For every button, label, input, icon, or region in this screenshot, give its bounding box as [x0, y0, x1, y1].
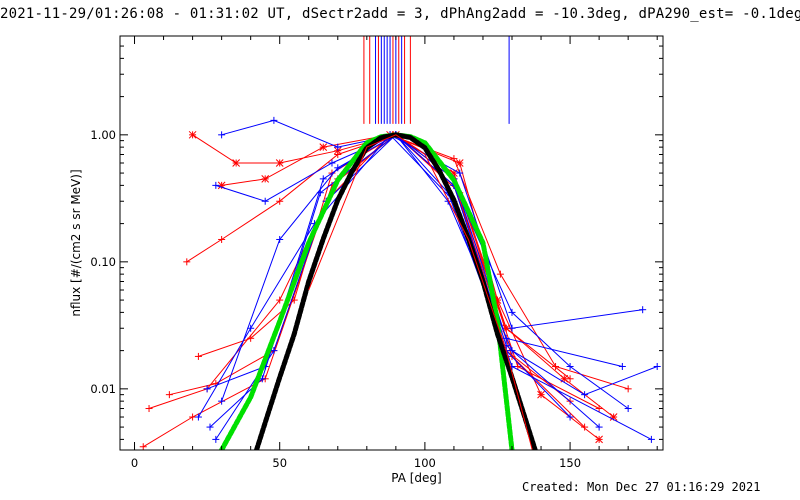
series-red-steep — [308, 134, 533, 450]
marker-d2 — [275, 159, 284, 167]
data-point-blue-6-0 — [218, 397, 226, 405]
data-point-red-1-2 — [275, 159, 284, 167]
data-point-red-2-2 — [276, 197, 284, 205]
data-point-blue-1-2 — [334, 143, 342, 151]
series-line-red-2 — [186, 134, 571, 402]
marker-d2 — [232, 159, 241, 167]
plot-area — [139, 36, 661, 450]
x-tick-label-3: 150 — [559, 456, 581, 470]
data-point-blue-7-7 — [653, 362, 661, 370]
marker-d2 — [595, 435, 603, 444]
data-point-blue-1-0 — [218, 131, 226, 139]
data-point-blue-6-2 — [334, 164, 342, 172]
data-point-blue-5-5 — [508, 324, 516, 332]
x-tick-label-1: 50 — [272, 456, 287, 470]
data-point-red-2-3 — [334, 151, 342, 159]
marker-d2 — [217, 181, 226, 190]
y-tick-label-0: 0.01 — [90, 382, 116, 396]
series-line-red-4 — [142, 134, 600, 448]
data-point-blue-6-1 — [276, 235, 284, 243]
series-red-6 — [194, 131, 574, 383]
data-point-red-5-6 — [496, 270, 504, 278]
created-timestamp: Created: Mon Dec 27 01:16:29 2021 — [522, 480, 761, 494]
data-point-blue-1-6 — [566, 362, 574, 370]
data-point-blue-7-2 — [316, 189, 324, 197]
data-point-red-1-1 — [232, 159, 241, 167]
series-line-red-6 — [198, 134, 571, 380]
marker-d2 — [261, 175, 270, 183]
x-axis-label: PA [deg] — [391, 471, 441, 485]
data-point-blue-7-0 — [206, 423, 214, 431]
data-point-blue-7-6 — [581, 391, 589, 399]
y-tick-label-1: 0.10 — [90, 255, 116, 269]
data-point-red-4-7 — [595, 405, 603, 413]
plot-frame — [119, 35, 664, 451]
y-axis-label: nflux [#/(cm2 s sr MeV)] — [69, 169, 83, 316]
data-point-red-5-0 — [165, 391, 173, 399]
data-point-red-4-0 — [139, 443, 147, 450]
series-red-4 — [139, 131, 603, 450]
data-point-blue-3-6 — [647, 435, 655, 443]
data-point-red-7-1 — [261, 175, 270, 183]
y-tick-label-2: 1.00 — [90, 128, 116, 142]
data-point-blue-6-6 — [595, 423, 603, 431]
data-point-red-2-1 — [218, 235, 226, 243]
data-point-blue-2-1 — [261, 197, 269, 205]
marker-d2 — [333, 146, 342, 155]
series-red-3 — [145, 131, 589, 431]
data-point-red-6-0 — [194, 352, 202, 360]
data-point-red-7-6 — [537, 390, 545, 399]
series-line-red-steep — [308, 134, 533, 450]
series-red-2 — [183, 131, 574, 405]
data-point-red-7-4 — [455, 159, 464, 167]
marker-d2 — [188, 130, 197, 139]
data-point-red-3-7 — [581, 423, 589, 431]
data-point-red-5-7 — [552, 362, 560, 370]
data-point-blue-3-0 — [203, 385, 211, 393]
data-point-red-6-7 — [566, 375, 574, 383]
x-tick-label-0: 0 — [131, 456, 138, 470]
data-point-blue-2-2 — [328, 159, 336, 167]
data-point-blue-5-4 — [456, 169, 464, 177]
data-point-blue-4-0 — [212, 435, 220, 443]
series-line-red-1 — [192, 134, 614, 418]
data-point-blue-3-2 — [319, 175, 327, 183]
data-point-blue-2-0 — [212, 181, 220, 189]
marker-d2 — [319, 143, 328, 151]
data-point-red-6-1 — [247, 334, 255, 342]
data-point-blue-5-0 — [194, 413, 202, 421]
data-point-red-3-0 — [145, 405, 153, 413]
data-point-red-2-0 — [183, 258, 191, 266]
data-point-blue-5-6 — [639, 306, 647, 314]
data-point-red-7-2 — [319, 143, 328, 151]
marker-d2 — [537, 390, 545, 399]
data-point-blue-1-5 — [508, 308, 516, 316]
data-point-red-3-2 — [276, 296, 284, 304]
x-tick-label-2: 100 — [414, 456, 436, 470]
data-point-red-1-0 — [188, 130, 197, 139]
data-point-blue-7-5 — [508, 347, 516, 355]
data-point-blue-2-6 — [566, 413, 574, 421]
marker-d2 — [609, 413, 618, 421]
data-point-blue-1-1 — [270, 116, 278, 124]
marker-d2 — [455, 159, 464, 167]
data-point-blue-1-7 — [624, 405, 632, 413]
data-point-red-5-8 — [624, 385, 632, 393]
series-red-1 — [188, 130, 618, 421]
data-point-red-7-7 — [595, 435, 603, 444]
chart-title: 2021-11-29/01:26:08 - 01:31:02 UT, dSect… — [0, 6, 800, 22]
data-point-blue-4-6 — [618, 362, 626, 370]
